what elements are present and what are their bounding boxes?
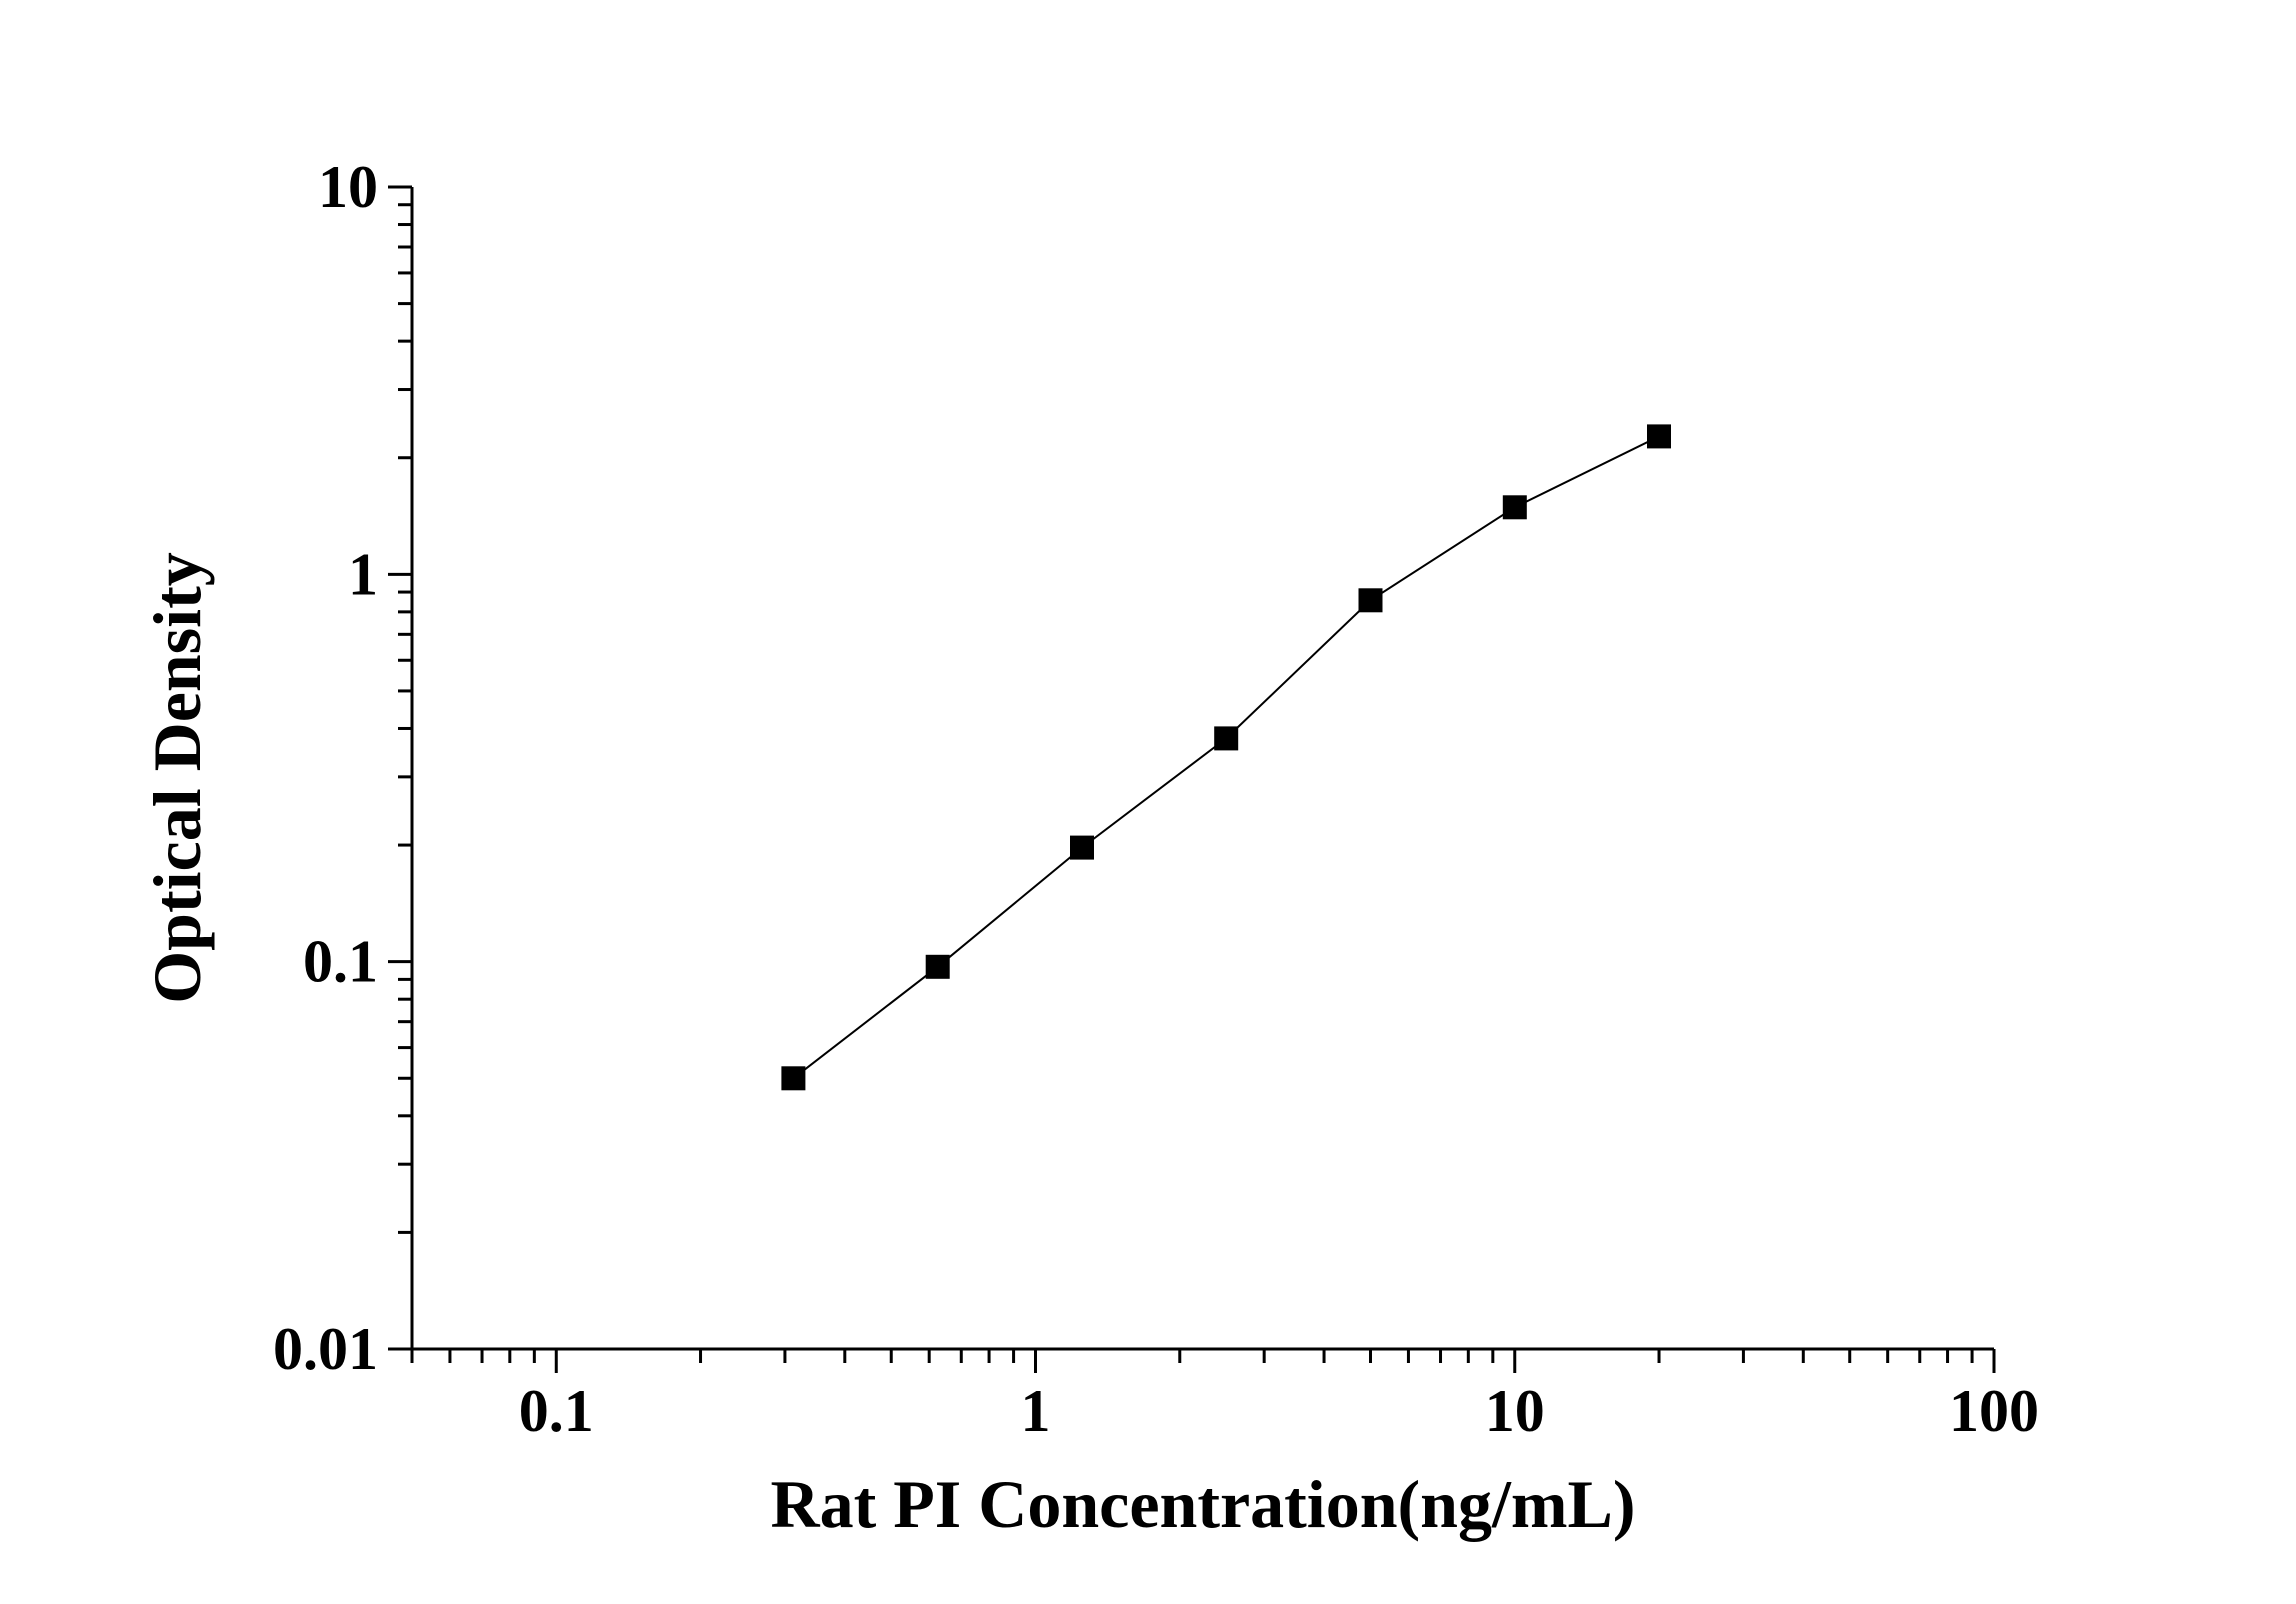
data-point-marker	[1070, 835, 1094, 860]
y-axis-title: Optical Density	[139, 552, 215, 1003]
y-tick-label: 0.1	[303, 929, 378, 995]
x-tick-label: 0.1	[519, 1378, 594, 1444]
x-tick-label: 100	[1949, 1378, 2039, 1444]
data-point-marker	[925, 954, 950, 979]
y-tick-label: 0.01	[273, 1316, 378, 1382]
x-axis-title: Rat PI Concentration(ng/mL)	[770, 1466, 1635, 1542]
y-tick-label: 1	[348, 541, 378, 607]
data-point-marker	[1647, 424, 1671, 449]
data-point-marker	[1358, 588, 1383, 613]
data-point-marker	[1214, 726, 1239, 751]
y-tick-label: 10	[318, 154, 378, 220]
x-tick-label: 10	[1485, 1378, 1545, 1444]
data-point-marker	[1502, 495, 1527, 520]
series-line	[792, 435, 1660, 1080]
series-standard-curve	[781, 424, 1671, 1091]
y-axis-ticks: 0.01 0.1 1 10	[273, 154, 412, 1382]
axes: 0.1 1 10 100 0.01 0.1 1 10	[273, 154, 2039, 1444]
x-tick-label: 1	[1021, 1378, 1051, 1444]
x-axis-ticks: 0.1 1 10 100	[410, 1349, 2039, 1444]
data-point-marker	[781, 1066, 806, 1091]
